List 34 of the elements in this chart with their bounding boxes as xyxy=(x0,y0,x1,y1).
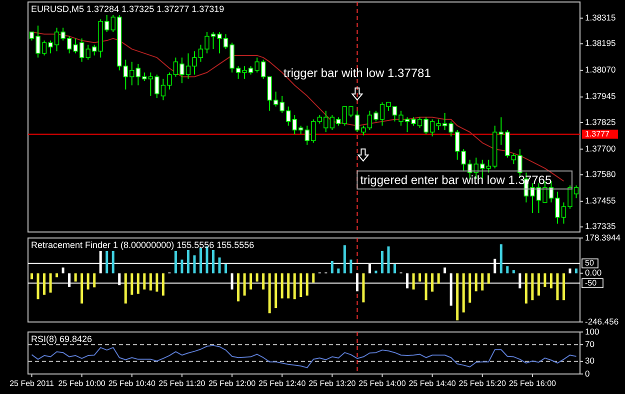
x-tick-label: 25 Feb 16:00 xyxy=(508,379,557,388)
chart-title: RSI(8) 69.8426 xyxy=(31,334,92,344)
y-tick-label: -246.456 xyxy=(585,316,619,326)
y-tick-label: 0 xyxy=(585,368,590,378)
chart-title: Retracement Finder 1 (8.00000000) 155.5556 155.5556 xyxy=(31,240,254,250)
y-tick-label: 100 xyxy=(585,326,600,336)
y-tick-label: 1.38195 xyxy=(585,38,616,48)
x-tick-label: 25 Feb 14:40 xyxy=(408,379,456,388)
x-tick-label: 25 Feb 15:20 xyxy=(458,379,506,388)
y-tick-label: 1.37945 xyxy=(585,91,616,102)
x-tick-label: 25 Feb 2011 xyxy=(10,379,54,388)
y-tick-label: 30 xyxy=(585,356,595,366)
y-tick-label: 1.37335 xyxy=(585,221,616,232)
x-tick-label: 25 Feb 13:20 xyxy=(308,379,356,388)
ref-line-label: 50 xyxy=(585,258,594,268)
y-tick-label: 1.37825 xyxy=(585,116,616,127)
ref-line-label: -50 xyxy=(585,278,598,288)
y-tick-label: 1.37455 xyxy=(585,196,616,206)
annotation: trigger bar with low 1.37781 xyxy=(283,66,432,80)
x-tick-label: 25 Feb 10:00 xyxy=(58,379,106,388)
y-tick-label: 178.3944 xyxy=(585,232,621,242)
ref-line-label: 1.3777 xyxy=(585,129,610,138)
x-tick-label: 25 Feb 12:40 xyxy=(258,379,306,388)
y-tick-label: 1.37700 xyxy=(585,143,616,154)
y-tick-label: 0.00 xyxy=(585,268,602,278)
y-tick-label: 1.38070 xyxy=(585,64,616,75)
y-tick-label: 70 xyxy=(585,338,595,349)
x-tick-label: 25 Feb 10:40 xyxy=(108,379,156,388)
x-tick-label: 25 Feb 12:00 xyxy=(208,379,256,388)
x-tick-label: 25 Feb 14:00 xyxy=(358,379,406,388)
chart-title: EURUSD,M5 1.37284 1.37325 1.37277 1.37319 xyxy=(31,4,224,14)
y-tick-label: 1.38315 xyxy=(585,12,616,22)
y-tick-label: 1.37580 xyxy=(585,168,616,179)
x-tick-label: 25 Feb 11:20 xyxy=(158,379,206,388)
